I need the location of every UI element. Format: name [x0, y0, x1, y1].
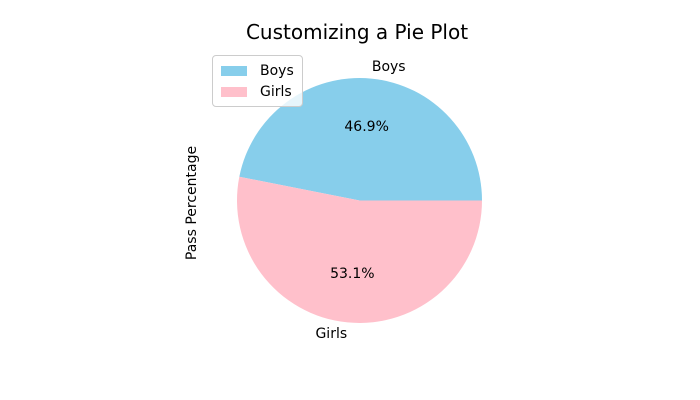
- legend-swatch-boys: [221, 65, 247, 76]
- slice-label-boys: Boys: [371, 59, 406, 76]
- legend-swatch-girls: [221, 86, 247, 97]
- percent-label-boys: 46.9%: [344, 119, 389, 136]
- legend: Boys Girls: [212, 55, 303, 107]
- legend-row-boys: Boys: [221, 62, 294, 79]
- slice-label-girls: Girls: [315, 325, 348, 342]
- chart-title: Customizing a Pie Plot: [245, 20, 469, 44]
- legend-label-girls: Girls: [260, 83, 292, 100]
- legend-label-boys: Boys: [260, 62, 294, 79]
- legend-row-girls: Girls: [221, 83, 294, 100]
- pie-slice-boys: [239, 77, 482, 201]
- percent-label-girls: 53.1%: [330, 265, 375, 282]
- pie-slice-girls: [236, 176, 482, 323]
